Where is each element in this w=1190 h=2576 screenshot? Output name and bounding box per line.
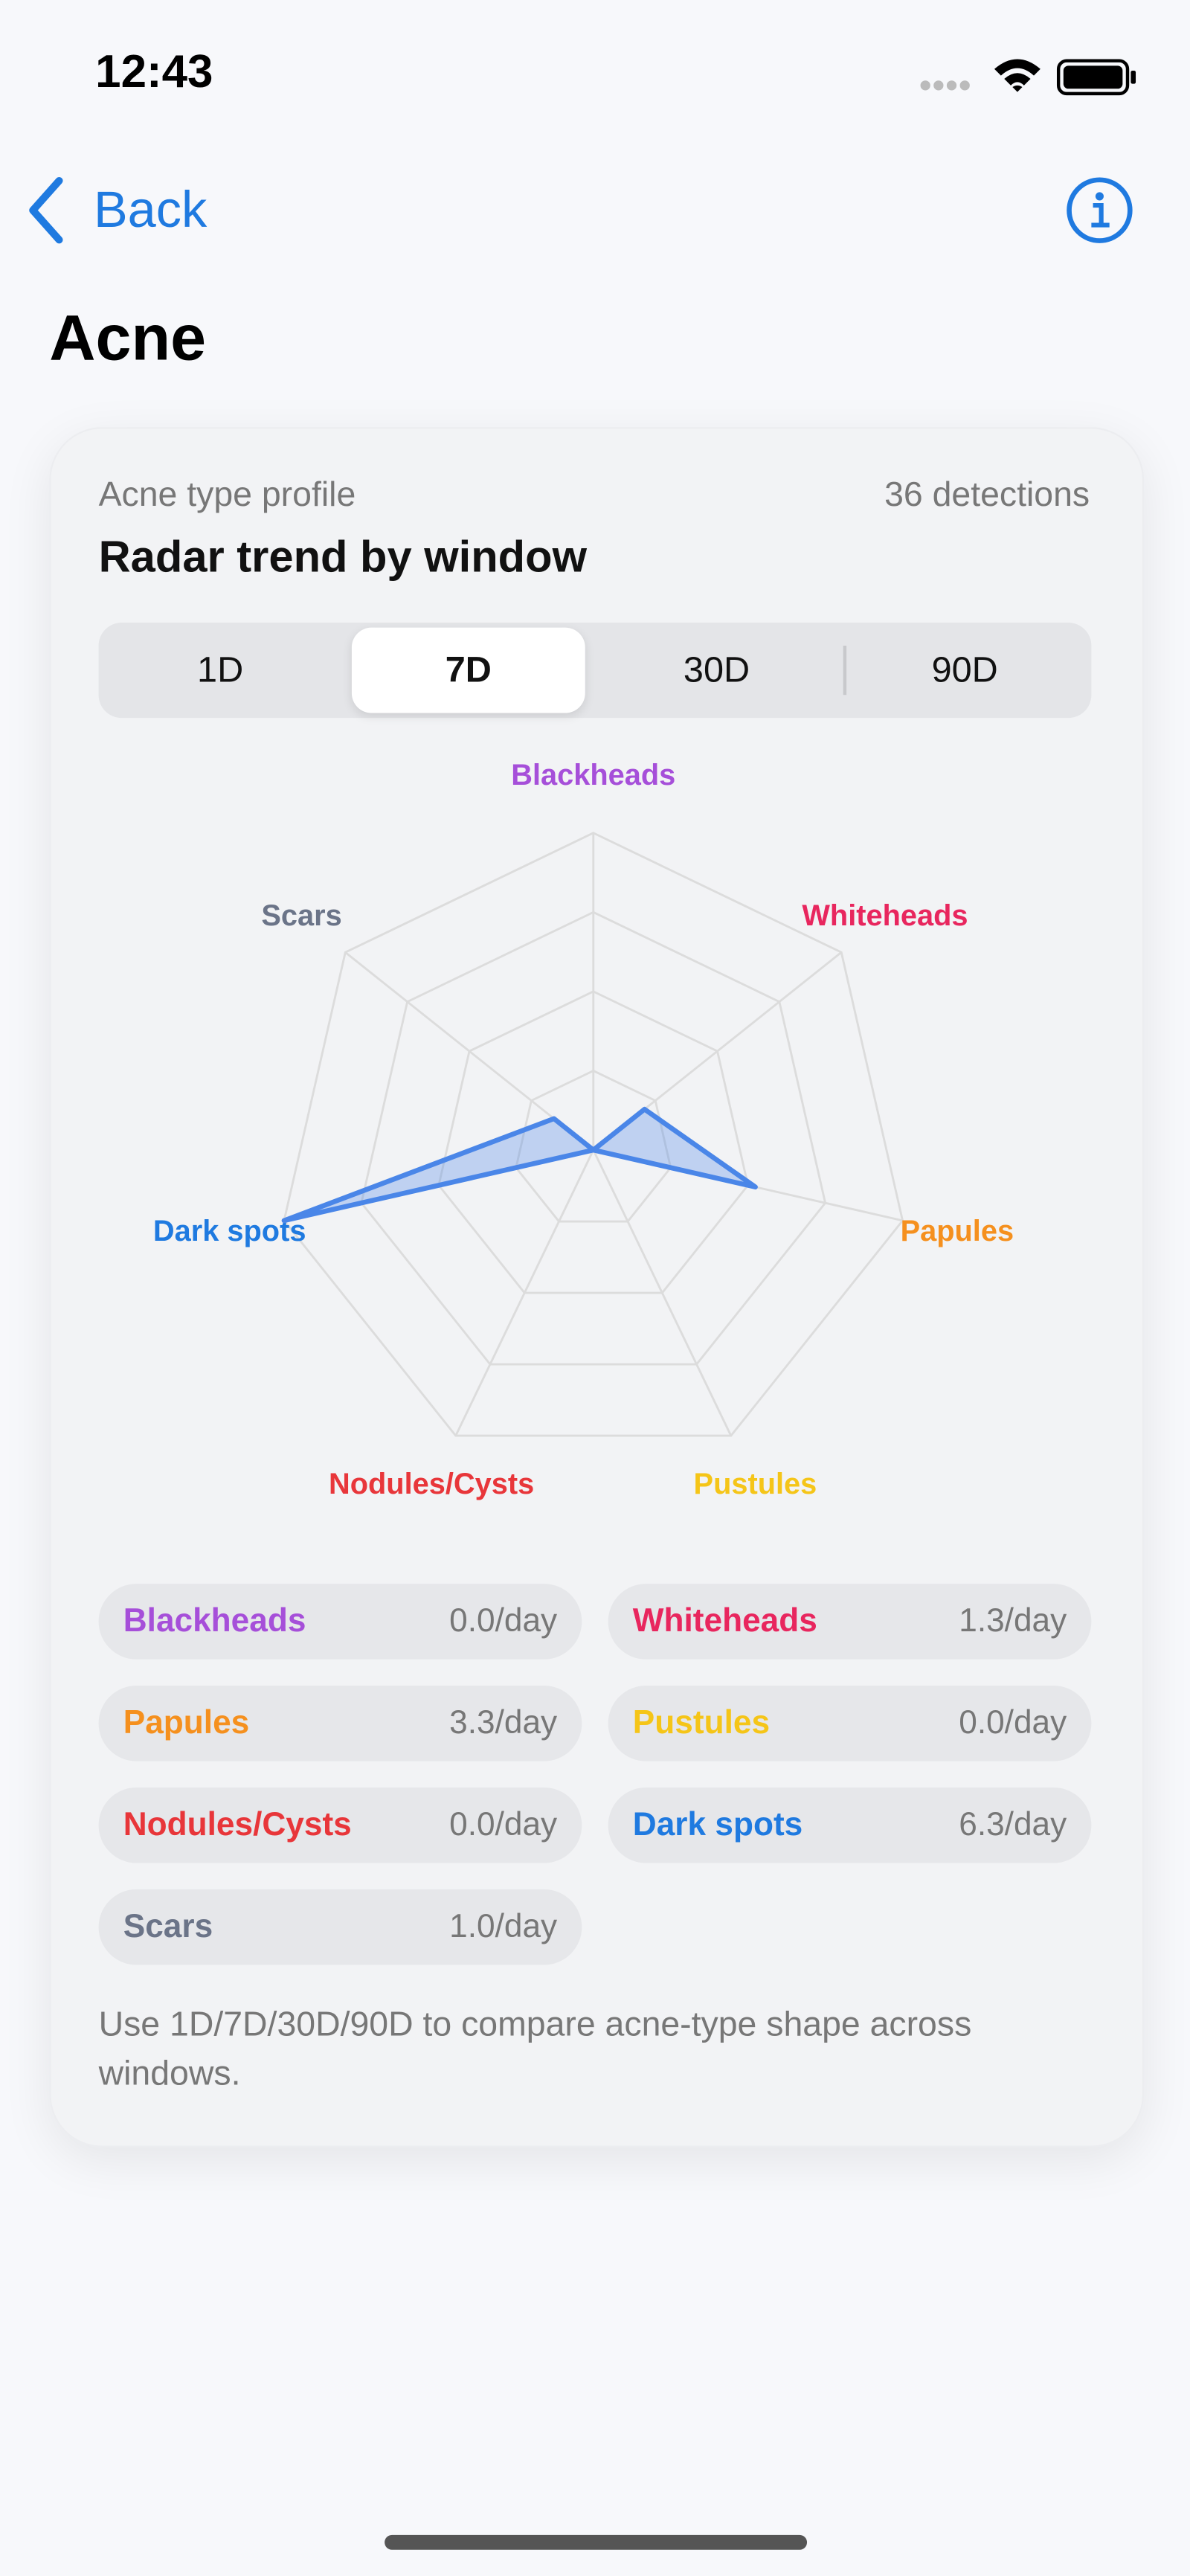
- segment[interactable]: 1D: [197, 649, 244, 690]
- segmented-control: 1D 7D 30D 90D: [98, 623, 1092, 719]
- status-icons: [920, 59, 1136, 96]
- footnote: Use 1D/7D/30D/90D to compare acne-type s…: [98, 2005, 972, 2093]
- radar-axis-label: Pustules: [694, 1468, 817, 1500]
- segment-divider: [843, 645, 847, 696]
- legend-name: Dark spots: [632, 1807, 803, 1844]
- legend-name: Pustules: [632, 1705, 771, 1742]
- radar-ring: [437, 990, 750, 1294]
- legend-pill: Papules 3.3/day: [98, 1686, 582, 1761]
- radar-axis-label: Scars: [261, 899, 341, 932]
- legend-value: 1.3/day: [959, 1603, 1067, 1640]
- radar-axis-label: Blackheads: [511, 759, 675, 791]
- radar-axis-label: Papules: [901, 1215, 1014, 1247]
- detections-count: 36 detections: [884, 476, 1090, 515]
- segment[interactable]: 90D: [931, 649, 998, 690]
- legend-pill: Scars 1.0/day: [98, 1889, 582, 1965]
- radar-spoke: [592, 1149, 733, 1436]
- radar-chart: Blackheads Whiteheads Papules Pustules Nodul…: [153, 759, 1014, 1500]
- legend-value: 1.0/day: [449, 1909, 558, 1945]
- legend-name: Papules: [123, 1705, 250, 1742]
- legend-name: Whiteheads: [632, 1603, 817, 1640]
- legend-value: 0.0/day: [959, 1705, 1067, 1742]
- card-heading: Radar trend by window: [98, 532, 588, 582]
- legend-name: Blackheads: [123, 1603, 306, 1640]
- segment[interactable]: 30D: [683, 649, 750, 690]
- legend-pill: Blackheads 0.0/day: [98, 1584, 582, 1660]
- legend-value: 6.3/day: [959, 1807, 1067, 1844]
- legend-name: Scars: [123, 1909, 213, 1945]
- legend-pill: Dark spots 6.3/day: [608, 1787, 1092, 1863]
- radar-axis-label: Nodules/Cysts: [329, 1468, 534, 1500]
- page-title: Acne: [49, 303, 207, 375]
- status-time: 12:43: [95, 45, 213, 97]
- segment-selected-bg: [351, 627, 585, 713]
- back-chevron[interactable]: [20, 174, 76, 246]
- info-button[interactable]: [1065, 176, 1134, 245]
- radar-spoke: [454, 1149, 595, 1436]
- home-indicator: [385, 2534, 808, 2550]
- radar-ring: [515, 1069, 672, 1223]
- back-button[interactable]: Back: [93, 180, 208, 239]
- segment[interactable]: 7D: [445, 649, 492, 690]
- radar-axis-label: Whiteheads: [802, 899, 968, 932]
- legend-value: 0.0/day: [449, 1603, 558, 1640]
- legend-pill: Nodules/Cysts 0.0/day: [98, 1787, 582, 1863]
- legend-pill: Pustules 0.0/day: [608, 1686, 1092, 1761]
- legend-pill: Whiteheads 1.3/day: [608, 1584, 1092, 1660]
- legend-name: Nodules/Cysts: [123, 1807, 352, 1844]
- radar-axis-label: Dark spots: [153, 1215, 306, 1247]
- legend-value: 0.0/day: [449, 1807, 558, 1844]
- radar-shape: [281, 1106, 758, 1224]
- radar-ring: [283, 832, 904, 1437]
- radar-ring: [360, 910, 827, 1366]
- legend-value: 3.3/day: [449, 1705, 558, 1742]
- card-subtitle: Acne type profile: [98, 476, 356, 515]
